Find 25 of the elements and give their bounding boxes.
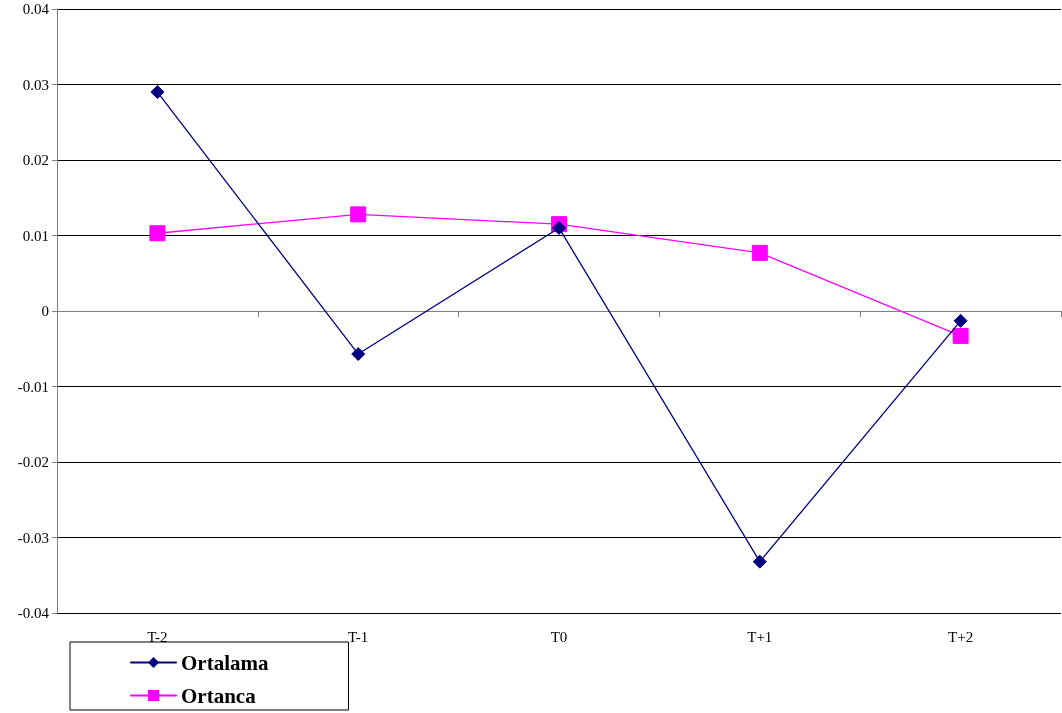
x-tick-label: T-2 xyxy=(147,628,168,645)
y-tick-label: 0.04 xyxy=(22,1,50,17)
point xyxy=(552,220,566,235)
point xyxy=(150,85,165,100)
point xyxy=(952,327,969,344)
x-tick-label: T-1 xyxy=(348,628,369,645)
y-tick-label: -0.03 xyxy=(17,529,49,546)
x-tick-label: T+1 xyxy=(747,628,773,645)
y-tick-label: 0.03 xyxy=(22,76,49,93)
y-tick-label: -0.02 xyxy=(17,454,49,470)
point xyxy=(350,206,367,223)
x-tick-label: T+2 xyxy=(948,628,974,645)
y-tick-label: 0.02 xyxy=(22,152,49,168)
x-tick-label: T0 xyxy=(550,628,568,645)
y-tick-label: -0.04 xyxy=(17,605,50,621)
legend-label: Ortanca xyxy=(181,683,257,708)
y-tick-label: -0.01 xyxy=(17,378,49,395)
point xyxy=(751,244,768,261)
point xyxy=(953,313,968,328)
point xyxy=(752,554,767,569)
legend-label: Ortalama xyxy=(181,650,269,675)
y-tick-label: 0 xyxy=(41,303,49,319)
point xyxy=(351,347,366,362)
point xyxy=(149,225,166,242)
y-tick-label: 0.01 xyxy=(22,227,49,244)
